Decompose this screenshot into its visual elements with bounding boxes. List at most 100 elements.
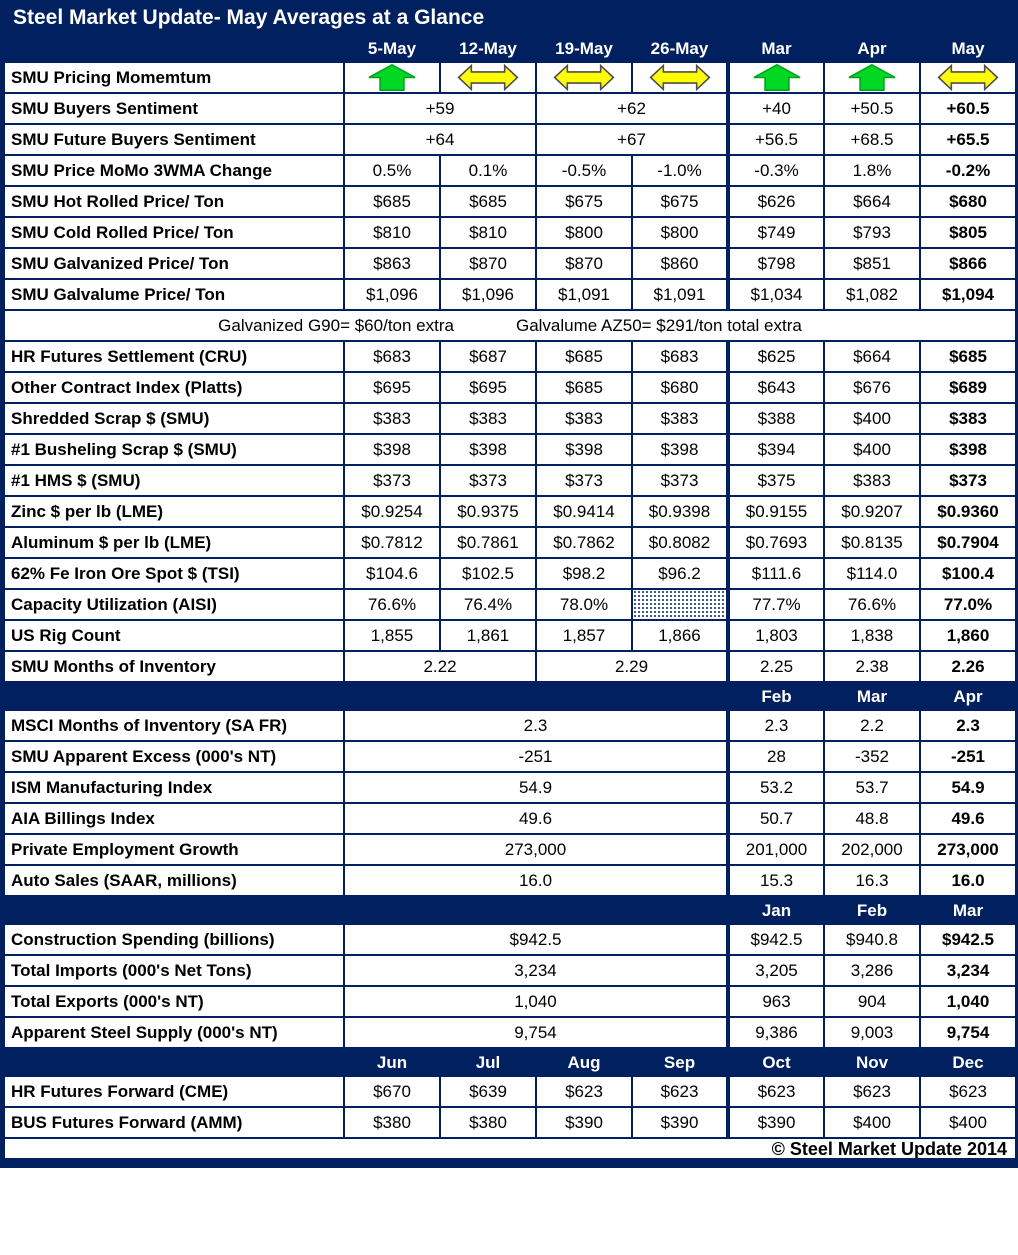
value-cell: $623 — [918, 1075, 1018, 1108]
row-label: Construction Spending (billions) — [3, 923, 345, 956]
value-cell: $100.4 — [918, 557, 1018, 590]
value-cell: 963 — [726, 985, 825, 1018]
value-cell: $375 — [726, 464, 825, 497]
value-cell: 76.4% — [439, 588, 537, 621]
value-cell: $390 — [535, 1106, 633, 1139]
value-cell: $625 — [726, 340, 825, 373]
month-header: Mar — [823, 681, 921, 711]
row-label: Total Exports (000's NT) — [3, 985, 345, 1018]
value-cell: $0.8135 — [823, 526, 921, 559]
row-label: HR Futures Settlement (CRU) — [3, 340, 345, 373]
value-cell: 3,205 — [726, 954, 825, 987]
value-cell: $664 — [823, 340, 921, 373]
value-cell: $639 — [439, 1075, 537, 1108]
row-label: #1 Busheling Scrap $ (SMU) — [3, 433, 345, 466]
value-cell: $398 — [439, 433, 537, 466]
sideways-trend-arrow-icon — [455, 64, 521, 91]
coating-extras-note: Galvanized G90= $60/ton extra Galvalume A… — [2, 309, 1018, 342]
value-cell: 49.6 — [918, 802, 1018, 835]
value-cell: $685 — [535, 371, 633, 404]
row-label: SMU Price MoMo 3WMA Change — [3, 154, 345, 187]
momentum-cell — [535, 61, 633, 94]
month-header: Dec — [918, 1047, 1018, 1077]
value-cell: $863 — [343, 247, 441, 280]
value-cell: $398 — [343, 433, 441, 466]
month-header: Jun — [343, 1047, 441, 1077]
report-table: Steel Market Update- May Averages at a G… — [2, 0, 1018, 1160]
value-cell: 1,040 — [918, 985, 1018, 1018]
value-cell: 3,234 — [343, 954, 729, 987]
value-cell: $373 — [439, 464, 537, 497]
value-cell: +50.5 — [823, 92, 921, 125]
value-cell: $96.2 — [631, 557, 729, 590]
value-cell: 9,754 — [918, 1016, 1018, 1049]
value-cell: $793 — [823, 216, 921, 249]
header-spacer — [3, 33, 345, 63]
value-cell: $383 — [918, 402, 1018, 435]
value-cell: $383 — [439, 402, 537, 435]
row-label: 62% Fe Iron Ore Spot $ (TSI) — [3, 557, 345, 590]
value-cell: $1,096 — [439, 278, 537, 311]
value-cell: $810 — [343, 216, 441, 249]
value-cell: $1,094 — [918, 278, 1018, 311]
value-cell: $800 — [631, 216, 729, 249]
value-cell: 54.9 — [343, 771, 729, 804]
momentum-cell — [918, 61, 1018, 94]
value-cell: $942.5 — [726, 923, 825, 956]
galvalume-extra-note: Galvalume AZ50= $291/ton total extra — [515, 316, 802, 335]
value-cell: 1,040 — [343, 985, 729, 1018]
value-cell: $860 — [631, 247, 729, 280]
value-cell: 9,386 — [726, 1016, 825, 1049]
value-cell: $685 — [535, 340, 633, 373]
value-cell: $373 — [918, 464, 1018, 497]
value-cell: $687 — [439, 340, 537, 373]
value-cell: -0.2% — [918, 154, 1018, 187]
value-cell: 2.29 — [535, 650, 729, 683]
row-label: MSCI Months of Inventory (SA FR) — [3, 709, 345, 742]
value-cell: $0.7812 — [343, 526, 441, 559]
value-cell: $685 — [439, 185, 537, 218]
value-cell: 78.0% — [535, 588, 633, 621]
momentum-cell — [726, 61, 825, 94]
value-cell: +65.5 — [918, 123, 1018, 156]
value-cell: $388 — [726, 402, 825, 435]
report-frame: Steel Market Update- May Averages at a G… — [0, 0, 1018, 1168]
value-cell: $870 — [535, 247, 633, 280]
value-cell: 2.2 — [823, 709, 921, 742]
value-cell: 273,000 — [343, 833, 729, 866]
month-header: Oct — [726, 1047, 825, 1077]
row-label: HR Futures Forward (CME) — [3, 1075, 345, 1108]
value-cell: 2.38 — [823, 650, 921, 683]
value-cell: 49.6 — [343, 802, 729, 835]
value-cell: $676 — [823, 371, 921, 404]
value-cell: 2.3 — [918, 709, 1018, 742]
row-label: SMU Galvalume Price/ Ton — [3, 278, 345, 311]
value-cell: 9,754 — [343, 1016, 729, 1049]
value-cell: $1,091 — [631, 278, 729, 311]
value-cell: +40 — [726, 92, 825, 125]
value-cell: -0.5% — [535, 154, 633, 187]
value-cell: 76.6% — [343, 588, 441, 621]
value-cell: 16.3 — [823, 864, 921, 897]
value-cell: $626 — [726, 185, 825, 218]
copyright-text: © Steel Market Update 2014 — [2, 1137, 1018, 1160]
value-cell: $390 — [631, 1106, 729, 1139]
value-cell: 2.22 — [343, 650, 537, 683]
momentum-cell — [823, 61, 921, 94]
value-cell: $0.9254 — [343, 495, 441, 528]
value-cell: $380 — [343, 1106, 441, 1139]
value-cell: $623 — [726, 1075, 825, 1108]
month-header: Apr — [918, 681, 1018, 711]
value-cell: $670 — [343, 1075, 441, 1108]
value-cell: $805 — [918, 216, 1018, 249]
row-label: Aluminum $ per lb (LME) — [3, 526, 345, 559]
value-cell: $800 — [535, 216, 633, 249]
value-cell: $383 — [535, 402, 633, 435]
galvanized-extra-note: Galvanized G90= $60/ton extra — [218, 316, 454, 335]
value-cell: 3,234 — [918, 954, 1018, 987]
value-cell: +59 — [343, 92, 537, 125]
sideways-trend-arrow-icon — [647, 64, 713, 91]
value-cell: $400 — [823, 433, 921, 466]
value-cell: 201,000 — [726, 833, 825, 866]
row-label: SMU Hot Rolled Price/ Ton — [3, 185, 345, 218]
